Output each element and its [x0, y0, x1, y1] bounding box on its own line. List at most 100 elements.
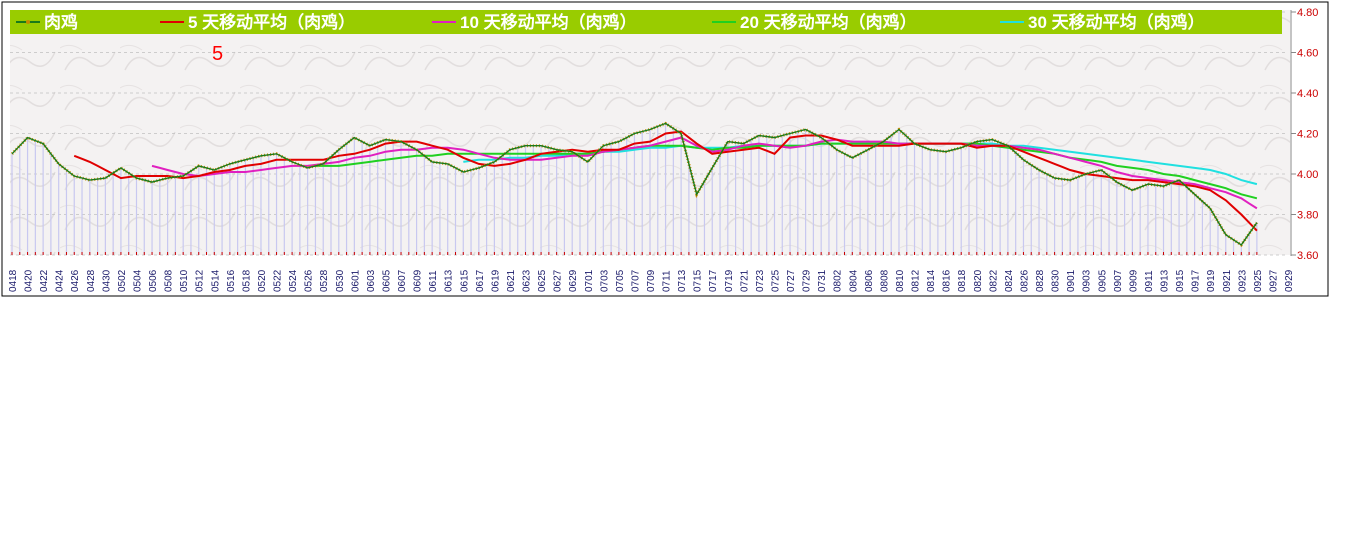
legend-marker-肉鸡 [26, 20, 30, 24]
x-tick-label-0802: 0802 [833, 269, 844, 292]
x-tick-label-0830: 0830 [1051, 269, 1062, 292]
x-tick-label-0717: 0717 [708, 269, 719, 292]
y-tick-label-4.00: 4.00 [1297, 169, 1318, 181]
x-tick-label-0711: 0711 [662, 270, 673, 292]
x-tick-label-0528: 0528 [319, 269, 330, 292]
legend-label-10 天移动平均（肉鸡）: 10 天移动平均（肉鸡） [460, 12, 637, 32]
x-tick-label-0520: 0520 [257, 269, 268, 292]
x-tick-label-0619: 0619 [490, 269, 501, 292]
x-tick-label-0731: 0731 [817, 269, 828, 292]
y-tick-label-4.40: 4.40 [1297, 88, 1318, 100]
x-tick-label-0420: 0420 [24, 269, 35, 292]
x-tick-label-0727: 0727 [786, 269, 797, 292]
x-tick-label-0909: 0909 [1128, 269, 1139, 292]
legend: 肉鸡 5 天移动平均（肉鸡） 10 天移动平均（肉鸡） 20 天移动平均（肉鸡） 30 … [16, 12, 1205, 32]
legend-bar [10, 10, 1282, 34]
x-tick-label-0725: 0725 [770, 269, 781, 292]
x-axis-ticks: 0418 0420 0422 0424 0426 0428 0430 0502 0504 0506… [8, 269, 1295, 292]
x-tick-label-0915: 0915 [1175, 269, 1186, 292]
x-tick-label-0826: 0826 [1019, 269, 1030, 292]
x-tick-label-0921: 0921 [1222, 269, 1233, 292]
x-tick-label-0901: 0901 [1066, 269, 1077, 292]
x-tick-label-0428: 0428 [86, 269, 97, 292]
series-line-5 天移动平均（肉鸡） [73, 130, 1258, 232]
chart-container: 0418 0420 0422 0424 0426 0428 0430 0502 0504 0506… [1, 1, 1329, 297]
legend-label-20 天移动平均（肉鸡）: 20 天移动平均（肉鸡） [740, 12, 917, 32]
x-tick-label-0705: 0705 [615, 269, 626, 292]
x-tick-label-0927: 0927 [1268, 269, 1279, 292]
x-tick-label-0818: 0818 [957, 269, 968, 292]
chart-annotation: 5 [212, 43, 223, 65]
y-tick-label-4.60: 4.60 [1297, 48, 1318, 60]
y-tick-label-3.60: 3.60 [1297, 250, 1318, 262]
x-tick-label-0729: 0729 [802, 269, 813, 292]
x-tick-label-0601: 0601 [350, 269, 361, 292]
x-tick-label-0526: 0526 [304, 269, 315, 292]
x-tick-label-0508: 0508 [164, 269, 175, 292]
x-tick-label-0703: 0703 [599, 269, 610, 292]
series-lines [10, 121, 1259, 247]
x-tick-label-0709: 0709 [646, 269, 657, 292]
x-tick-label-0721: 0721 [739, 269, 750, 292]
x-tick-label-0625: 0625 [537, 269, 548, 292]
x-tick-label-0804: 0804 [848, 269, 859, 292]
x-tick-label-0603: 0603 [366, 269, 377, 292]
legend-label-5 天移动平均（肉鸡）: 5 天移动平均（肉鸡） [188, 12, 355, 32]
x-tick-label-0607: 0607 [397, 269, 408, 292]
x-tick-label-0426: 0426 [70, 269, 81, 292]
x-tick-label-0919: 0919 [1206, 269, 1217, 292]
x-tick-label-0522: 0522 [273, 269, 284, 292]
x-tick-label-0911: 0911 [1144, 270, 1155, 292]
x-tick-label-0524: 0524 [288, 269, 299, 292]
series-line-肉鸡 [11, 122, 1258, 246]
x-tick-label-0621: 0621 [506, 269, 517, 292]
y-axis-ticks: 3.60 3.80 4.00 4.20 4.40 4.60 4.80 [1290, 7, 1318, 262]
x-tick-label-0816: 0816 [942, 269, 953, 292]
x-tick-label-0822: 0822 [988, 269, 999, 292]
x-tick-label-0810: 0810 [895, 269, 906, 292]
x-tick-label-0502: 0502 [117, 269, 128, 292]
x-tick-label-0605: 0605 [381, 269, 392, 292]
x-tick-label-0418: 0418 [8, 269, 19, 292]
x-tick-label-0723: 0723 [755, 269, 766, 292]
x-tick-label-0824: 0824 [1004, 269, 1015, 292]
x-tick-label-0713: 0713 [677, 269, 688, 292]
x-tick-label-0611: 0611 [428, 270, 439, 292]
x-tick-label-0514: 0514 [210, 269, 221, 292]
x-tick-label-0701: 0701 [584, 269, 595, 292]
x-tick-label-0617: 0617 [475, 269, 486, 292]
x-tick-label-0504: 0504 [132, 269, 143, 292]
y-tick-label-4.80: 4.80 [1297, 7, 1318, 19]
x-tick-label-0903: 0903 [1082, 269, 1093, 292]
x-tick-label-0814: 0814 [926, 269, 937, 292]
x-tick-label-0820: 0820 [973, 269, 984, 292]
x-tick-label-0907: 0907 [1113, 269, 1124, 292]
x-tick-label-0828: 0828 [1035, 269, 1046, 292]
x-tick-label-0530: 0530 [335, 269, 346, 292]
x-tick-label-0707: 0707 [630, 269, 641, 292]
x-tick-label-0510: 0510 [179, 269, 190, 292]
x-tick-label-0629: 0629 [568, 269, 579, 292]
y-tick-label-4.20: 4.20 [1297, 129, 1318, 141]
x-tick-label-0609: 0609 [413, 269, 424, 292]
x-tick-label-0506: 0506 [148, 269, 159, 292]
x-tick-label-0518: 0518 [241, 269, 252, 292]
x-tick-label-0913: 0913 [1160, 269, 1171, 292]
x-tick-label-0422: 0422 [39, 269, 50, 292]
y-tick-label-3.80: 3.80 [1297, 210, 1318, 222]
x-tick-label-0806: 0806 [864, 269, 875, 292]
x-tick-label-0615: 0615 [459, 269, 470, 292]
bars-group [11, 123, 1258, 255]
x-tick-label-0512: 0512 [195, 269, 206, 292]
x-tick-label-0923: 0923 [1237, 269, 1248, 292]
x-tick-label-0715: 0715 [693, 269, 704, 292]
x-tick-label-0627: 0627 [553, 269, 564, 292]
x-tick-label-0905: 0905 [1097, 269, 1108, 292]
x-tick-label-0623: 0623 [522, 269, 533, 292]
x-tick-label-0808: 0808 [879, 269, 890, 292]
legend-label-30 天移动平均（肉鸡）: 30 天移动平均（肉鸡） [1028, 12, 1205, 32]
x-tick-label-0424: 0424 [55, 269, 66, 292]
moving-average-line-chart: 0418 0420 0422 0424 0426 0428 0430 0502 0504 0506… [1, 1, 1329, 297]
x-tick-label-0917: 0917 [1191, 269, 1202, 292]
x-tick-label-0812: 0812 [911, 269, 922, 292]
